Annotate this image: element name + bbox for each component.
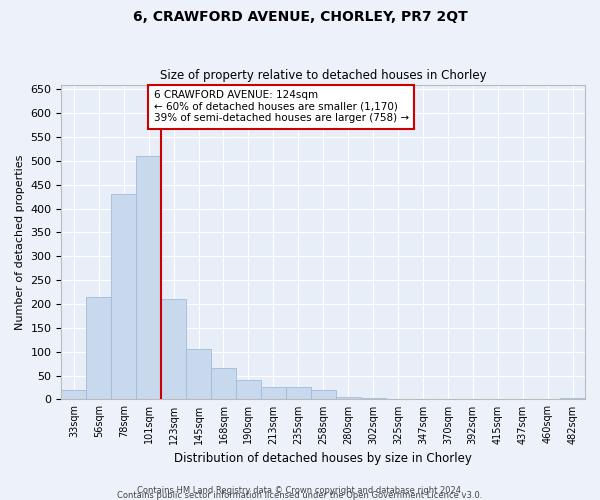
Text: Contains HM Land Registry data © Crown copyright and database right 2024.: Contains HM Land Registry data © Crown c… [137,486,463,495]
Text: 6, CRAWFORD AVENUE, CHORLEY, PR7 2QT: 6, CRAWFORD AVENUE, CHORLEY, PR7 2QT [133,10,467,24]
Bar [286,386,311,400]
Bar [261,386,286,400]
Bar [111,194,136,400]
Bar [211,368,236,400]
Bar [560,398,585,400]
Title: Size of property relative to detached houses in Chorley: Size of property relative to detached ho… [160,69,487,82]
Text: Contains public sector information licensed under the Open Government Licence v3: Contains public sector information licen… [118,491,482,500]
Text: 6 CRAWFORD AVENUE: 124sqm
← 60% of detached houses are smaller (1,170)
39% of se: 6 CRAWFORD AVENUE: 124sqm ← 60% of detac… [154,90,409,124]
Bar [161,299,186,400]
Bar [86,297,111,400]
Bar [236,380,261,400]
Bar [311,390,335,400]
Y-axis label: Number of detached properties: Number of detached properties [15,154,25,330]
Bar [136,156,161,400]
Bar [186,350,211,400]
Bar [335,397,361,400]
Bar [361,398,386,400]
Bar [61,390,86,400]
X-axis label: Distribution of detached houses by size in Chorley: Distribution of detached houses by size … [174,452,472,465]
